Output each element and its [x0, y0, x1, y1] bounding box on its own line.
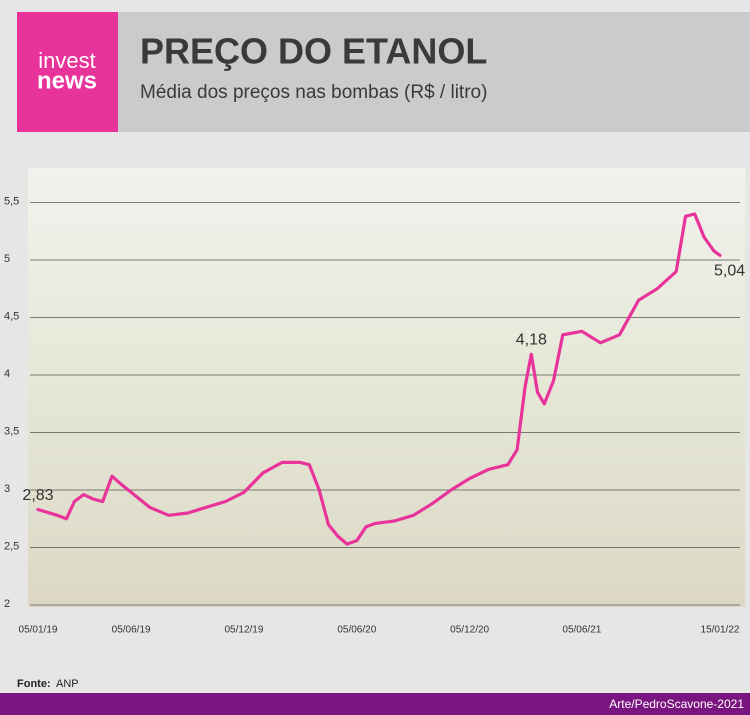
header-band	[17, 12, 750, 132]
chart-subtitle: Média dos preços nas bombas (R$ / litro)	[140, 82, 487, 103]
line	[36, 212, 722, 546]
y-tick-label: 3,5	[4, 425, 19, 437]
y-tick-label: 4,5	[4, 310, 19, 322]
x-tick-label: 15/01/22	[701, 625, 740, 636]
y-tick-label: 2	[4, 598, 10, 610]
source-label: Fonte:	[17, 678, 51, 690]
x-tick-label: 05/06/20	[337, 625, 376, 636]
logo-top: invest	[38, 48, 95, 73]
x-tick-label: 05/06/19	[112, 625, 151, 636]
y-tick-label: 3	[4, 483, 10, 495]
x-tick-label: 05/01/19	[19, 625, 58, 636]
chart-title: PREÇO DO ETANOL	[140, 31, 487, 72]
y-tick-label: 5	[4, 253, 10, 265]
logo-box	[17, 12, 118, 132]
credit: Arte/PedroScavone-2021	[609, 697, 744, 711]
x-tick-label: 05/12/20	[450, 625, 489, 636]
x-tick-label: 05/12/19	[224, 625, 263, 636]
data-label: 2,83	[22, 487, 53, 504]
logo-bottom: news	[37, 67, 97, 94]
y-tick-label: 5,5	[4, 195, 19, 207]
x-tick-label: 05/06/21	[562, 625, 601, 636]
source: ANP	[56, 678, 79, 690]
y-tick-label: 2,5	[4, 540, 19, 552]
y-tick-label: 4	[4, 368, 10, 380]
footer-band	[0, 693, 750, 715]
data-label: 4,18	[516, 332, 547, 349]
plot-background	[28, 168, 745, 607]
data-label: 5,04	[714, 263, 745, 280]
